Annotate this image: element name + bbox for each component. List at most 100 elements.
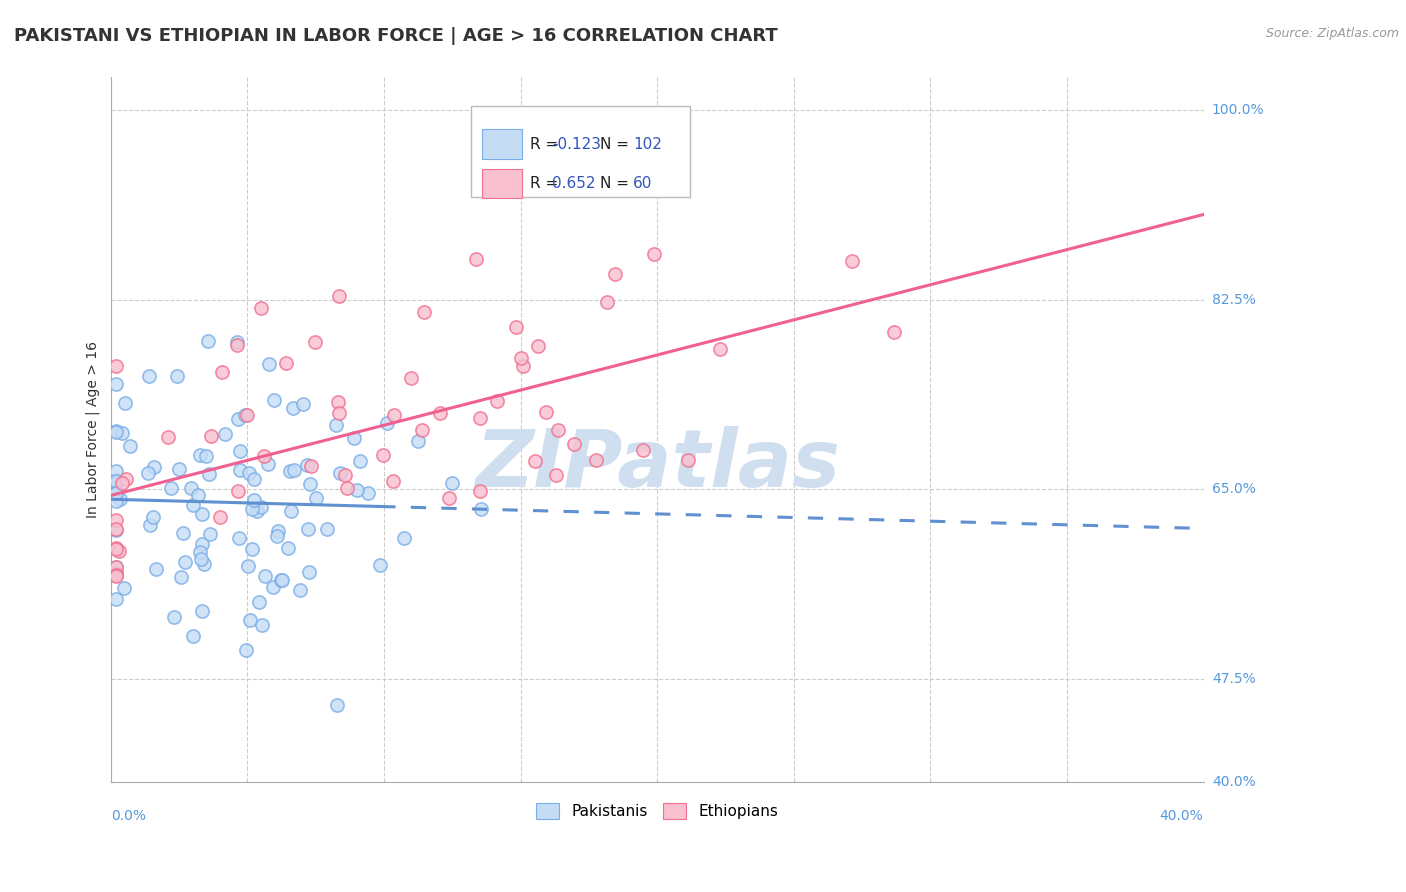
Point	[238, 467, 260, 481]
Point	[142, 460, 165, 475]
Text: 82.5%: 82.5%	[1212, 293, 1256, 307]
Point	[883, 325, 905, 339]
Point	[527, 339, 550, 353]
Point	[190, 537, 212, 551]
Point	[263, 392, 285, 407]
Point	[105, 475, 128, 490]
Text: 60: 60	[633, 176, 652, 191]
Text: 100.0%: 100.0%	[1212, 103, 1264, 117]
Point	[470, 501, 492, 516]
Point	[166, 369, 188, 384]
Text: ZIPatlas: ZIPatlas	[475, 425, 839, 504]
Point	[250, 617, 273, 632]
Text: -0.123: -0.123	[553, 136, 602, 152]
Point	[368, 558, 391, 572]
Point	[534, 405, 557, 419]
Text: Source: ZipAtlas.com: Source: ZipAtlas.com	[1265, 27, 1399, 40]
Point	[240, 542, 263, 557]
Point	[631, 442, 654, 457]
Point	[105, 473, 128, 487]
Point	[226, 484, 249, 499]
Point	[249, 500, 271, 514]
Point	[208, 510, 231, 524]
Point	[274, 356, 297, 370]
Point	[105, 465, 128, 479]
Point	[315, 522, 337, 536]
Point	[292, 397, 315, 411]
Point	[105, 591, 128, 606]
Point	[167, 462, 190, 476]
Point	[105, 493, 128, 508]
Point	[406, 434, 429, 448]
Point	[349, 454, 371, 468]
Point	[429, 406, 451, 420]
Point	[412, 305, 434, 319]
Text: N =: N =	[600, 176, 634, 191]
Point	[105, 425, 128, 439]
Point	[115, 471, 138, 485]
Text: R =: R =	[530, 176, 564, 191]
Point	[225, 337, 247, 351]
Point	[145, 562, 167, 576]
Point	[138, 517, 160, 532]
Point	[157, 430, 180, 444]
Point	[105, 565, 128, 579]
Point	[180, 481, 202, 495]
Point	[266, 529, 288, 543]
Point	[105, 377, 128, 392]
Point	[229, 444, 252, 458]
Point	[142, 509, 165, 524]
Point	[187, 488, 209, 502]
Text: 40.0%: 40.0%	[1160, 809, 1204, 823]
Point	[257, 357, 280, 371]
Point	[392, 532, 415, 546]
Text: 65.0%: 65.0%	[1212, 483, 1256, 496]
Y-axis label: In Labor Force | Age > 16: In Labor Force | Age > 16	[86, 341, 100, 518]
Point	[547, 423, 569, 437]
Point	[281, 401, 304, 416]
Text: PAKISTANI VS ETHIOPIAN IN LABOR FORCE | AGE > 16 CORRELATION CHART: PAKISTANI VS ETHIOPIAN IN LABOR FORCE | …	[14, 27, 778, 45]
Point	[505, 319, 527, 334]
Point	[486, 394, 509, 409]
Point	[105, 522, 128, 536]
Point	[841, 254, 863, 268]
Point	[188, 545, 211, 559]
Point	[299, 458, 322, 473]
Point	[603, 267, 626, 281]
Point	[382, 475, 405, 489]
Point	[172, 526, 194, 541]
Point	[105, 560, 128, 574]
Point	[242, 492, 264, 507]
Point	[299, 477, 322, 491]
Point	[343, 431, 366, 445]
Point	[298, 565, 321, 579]
Text: N =: N =	[600, 136, 634, 152]
Point	[105, 486, 128, 500]
Point	[105, 541, 128, 556]
Point	[138, 466, 160, 480]
Text: 102: 102	[633, 136, 662, 152]
Point	[105, 566, 128, 581]
Point	[562, 437, 585, 451]
Point	[546, 468, 568, 483]
Point	[105, 424, 128, 438]
Point	[249, 301, 271, 316]
Point	[325, 417, 347, 432]
Point	[270, 573, 292, 587]
Point	[105, 486, 128, 500]
Point	[328, 289, 350, 303]
Point	[163, 609, 186, 624]
Point	[278, 464, 301, 478]
Point	[440, 475, 463, 490]
Point	[105, 560, 128, 574]
Point	[235, 643, 257, 657]
Point	[105, 524, 128, 538]
Point	[512, 359, 534, 374]
Point	[236, 409, 259, 423]
Point	[333, 467, 356, 482]
Point	[160, 481, 183, 495]
Point	[105, 474, 128, 488]
Text: 0.652: 0.652	[553, 176, 596, 191]
Point	[399, 371, 422, 385]
Point	[253, 569, 276, 583]
